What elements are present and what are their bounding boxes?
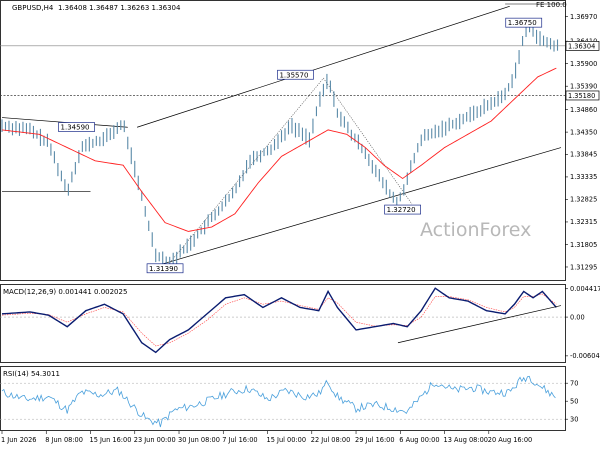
annotation-box <box>384 204 421 215</box>
macd-tick-label: 0.00 <box>570 313 585 321</box>
moving-average-line <box>1 67 557 232</box>
time-tick-label: 29 Jul 16:00 <box>355 436 395 444</box>
badge-value: 1.35180 <box>568 92 595 100</box>
price-tick-label: 1.36970 <box>570 13 597 21</box>
macd-line <box>1 287 557 354</box>
price-tick-label: 1.33335 <box>570 173 597 181</box>
macd-signal-line <box>1 293 557 347</box>
time-tick-label: 15 Jun 16:00 <box>90 436 132 444</box>
rsi-tick-label: 70 <box>570 380 578 388</box>
price-tick-label: 1.35900 <box>570 60 597 68</box>
annotation-label: 1.34590 <box>61 124 90 132</box>
time-tick-label: 30 Jun 08:00 <box>178 436 220 444</box>
badge-value: 1.36304 <box>568 42 595 50</box>
rsi-title: RSI(14) 54.3011 <box>3 370 60 378</box>
projection-dotted-line <box>169 77 413 263</box>
price-annotation: 1.34590 <box>58 122 95 132</box>
chart-symbol: GBPUSD,H4 <box>12 4 54 12</box>
time-tick-label: 13 Aug 08:00 <box>444 436 488 444</box>
annotation-label: 1.36750 <box>508 19 537 27</box>
macd-tick-label: 0.004417 <box>570 285 600 293</box>
channel-upper-line <box>136 5 510 128</box>
time-tick-label: 1 Jun 2026 <box>1 436 36 444</box>
channel-lower-line <box>160 147 562 265</box>
annotation-box <box>58 122 95 132</box>
rsi-tick-label: 50 <box>570 398 578 406</box>
time-tick-label: 15 Jul 00:00 <box>267 436 307 444</box>
price-annotation: 1.35570 <box>277 69 314 80</box>
badge-frame <box>565 90 600 101</box>
annotation-box <box>146 263 184 274</box>
badge-frame <box>565 41 600 51</box>
time-tick-label: 23 Jun 00:00 <box>134 436 176 444</box>
annotation-label: 1.32720 <box>387 206 416 214</box>
annotation-label: 1.31390 <box>149 265 178 273</box>
main-pane-border <box>0 0 566 281</box>
rsi-pane-border <box>0 366 566 431</box>
rsi-tick-label: 30 <box>570 416 578 424</box>
price-tick-label: 1.31295 <box>570 263 597 271</box>
rsi-line <box>1 375 556 428</box>
watermark: ActionForex <box>420 219 531 241</box>
price-tick-label: 1.31805 <box>570 241 597 249</box>
macd-title: MACD(12,26,9) 0.001441 0.002025 <box>3 288 127 296</box>
price-tick-label: 1.35390 <box>570 83 597 91</box>
chart-ohlc: 1.36408 1.36487 1.36263 1.36304 <box>58 4 181 12</box>
price-annotation: 1.32720 <box>384 204 421 215</box>
annotation-label: 1.35570 <box>279 71 308 79</box>
price-annotation: 1.31390 <box>146 263 184 274</box>
fe-label: FE 100.0 <box>536 1 567 9</box>
macd-tick-label: -0.006043 <box>570 352 600 360</box>
macd-pane-border <box>0 284 566 363</box>
price-tick-label: 1.32825 <box>570 196 597 204</box>
time-tick-label: 7 Jul 16:00 <box>222 436 257 444</box>
price-tick-label: 1.34350 <box>570 128 597 136</box>
price-candles <box>1 22 559 271</box>
macd-trendline <box>397 305 562 344</box>
current-price-badge: 1.36304 <box>565 41 600 51</box>
price-annotation: 1.36750 <box>505 17 543 28</box>
price-tick-label: 1.32315 <box>570 218 597 226</box>
annotation-box <box>505 17 543 28</box>
price-tick-label: 1.34860 <box>570 106 597 114</box>
time-tick-label: 20 Aug 16:00 <box>488 436 532 444</box>
level-price-badge: 1.35180 <box>565 90 600 101</box>
time-tick-label: 6 Aug 00:00 <box>399 436 439 444</box>
price-tick-label: 1.33845 <box>570 151 597 159</box>
annotation-box <box>277 69 314 80</box>
time-tick-label: 22 Jul 08:00 <box>311 436 351 444</box>
time-tick-label: 8 Jun 08:00 <box>45 436 83 444</box>
